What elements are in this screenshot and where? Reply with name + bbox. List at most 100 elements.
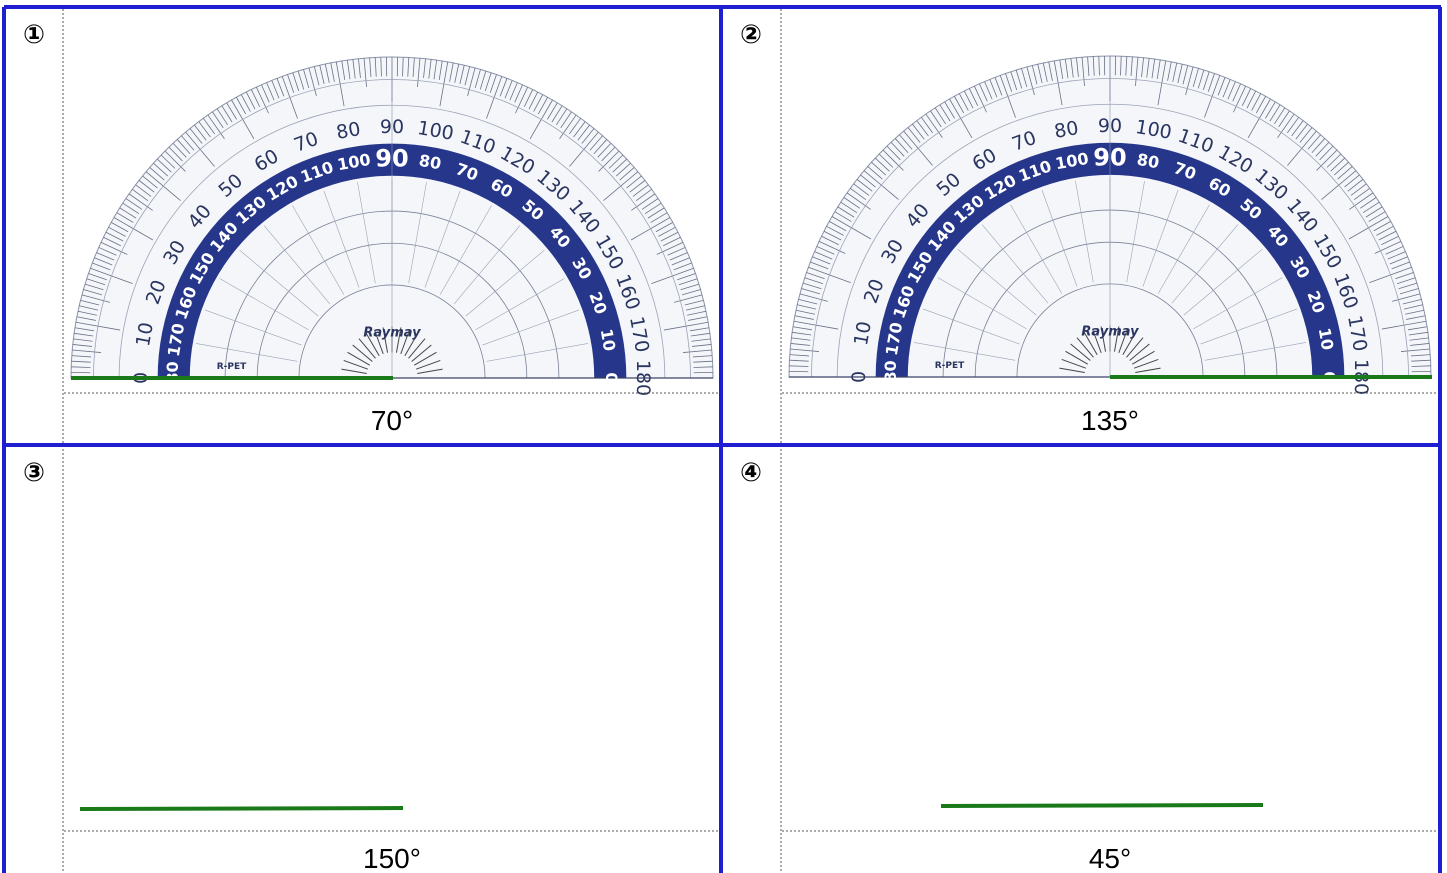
inner-tick: [1126, 180, 1145, 283]
tick: [1251, 93, 1262, 111]
tick: [514, 84, 523, 103]
tick: [297, 70, 305, 90]
tick: [1037, 64, 1043, 84]
tick: [132, 188, 149, 201]
tick: [671, 257, 690, 266]
tick: [692, 344, 712, 347]
scale-label: 10: [132, 321, 158, 349]
tick: [1333, 161, 1349, 176]
tick: [1232, 83, 1241, 102]
tick: [682, 349, 712, 353]
tick: [1359, 197, 1377, 209]
tick: [989, 79, 998, 98]
tick: [1402, 298, 1422, 305]
center-ray: [365, 333, 380, 357]
tick: [684, 299, 704, 306]
center-ray: [1126, 337, 1144, 358]
tick: [226, 102, 237, 120]
tick: [608, 154, 624, 169]
tick: [874, 157, 890, 172]
tick: [73, 338, 93, 342]
tick: [1406, 315, 1426, 320]
tick: [655, 222, 673, 233]
tick: [882, 149, 904, 171]
tick: [687, 310, 707, 316]
tick: [515, 86, 529, 114]
center-ray: [400, 329, 411, 355]
tick: [641, 198, 659, 210]
tick: [569, 118, 582, 135]
tick: [984, 81, 993, 100]
tick: [650, 212, 668, 223]
scale-label: 90: [380, 116, 404, 138]
inner-tick: [1183, 248, 1263, 316]
tick: [1349, 192, 1374, 210]
angle-label: 70°: [371, 405, 413, 436]
tick: [1376, 225, 1394, 236]
tick: [1387, 251, 1406, 260]
tick: [907, 127, 921, 143]
center-ray: [1059, 367, 1085, 374]
tick: [644, 202, 662, 214]
tick: [250, 89, 261, 107]
tick: [789, 354, 810, 357]
tick: [829, 221, 847, 232]
tick: [667, 247, 686, 256]
tick: [577, 124, 590, 141]
inner-tick: [357, 181, 376, 284]
scale-label: 90: [375, 145, 408, 173]
tick: [84, 283, 104, 291]
tick: [593, 139, 608, 155]
tick: [669, 252, 688, 261]
center-ray: [1129, 343, 1150, 361]
tick: [1385, 246, 1404, 255]
tick: [1315, 141, 1330, 157]
inner-tick: [204, 309, 302, 346]
center-ray: [411, 344, 432, 362]
tick: [581, 128, 595, 144]
tick: [1411, 359, 1431, 362]
tick: [1378, 230, 1397, 241]
tick: [843, 197, 861, 209]
tick: [1269, 104, 1281, 122]
tick: [685, 305, 705, 311]
tick: [352, 59, 356, 79]
tick: [597, 142, 612, 158]
tick: [1410, 354, 1431, 357]
tick: [533, 94, 544, 112]
tick: [83, 289, 103, 296]
tick: [135, 184, 152, 197]
tick: [1347, 179, 1364, 192]
inner-tick: [1157, 204, 1210, 294]
tick: [156, 158, 172, 173]
inner-tick: [1193, 277, 1283, 330]
center-ray: [382, 327, 389, 353]
inner-tick: [1041, 189, 1078, 287]
tick: [433, 60, 438, 80]
tick: [559, 114, 577, 139]
tick: [308, 67, 317, 96]
inner-tick: [219, 278, 309, 331]
tick: [528, 91, 539, 110]
tick: [806, 272, 825, 280]
tick: [1151, 59, 1156, 79]
tick: [860, 174, 876, 188]
center-ray: [1133, 358, 1159, 369]
tick: [1087, 56, 1090, 77]
tick: [1042, 62, 1048, 82]
tick: [1350, 183, 1367, 196]
inner-tick: [465, 249, 545, 317]
center-ray: [1100, 326, 1107, 352]
tick: [1365, 206, 1383, 218]
tick: [266, 82, 275, 101]
scale-label: 90: [1098, 115, 1122, 137]
tick: [172, 142, 187, 158]
tick: [428, 59, 432, 79]
inner-tick: [1075, 180, 1094, 283]
inner-tick: [408, 181, 427, 284]
tick: [80, 299, 100, 306]
tick: [673, 262, 692, 271]
tick: [464, 66, 471, 86]
tick: [963, 90, 974, 109]
angle-label: 135°: [1081, 405, 1139, 436]
